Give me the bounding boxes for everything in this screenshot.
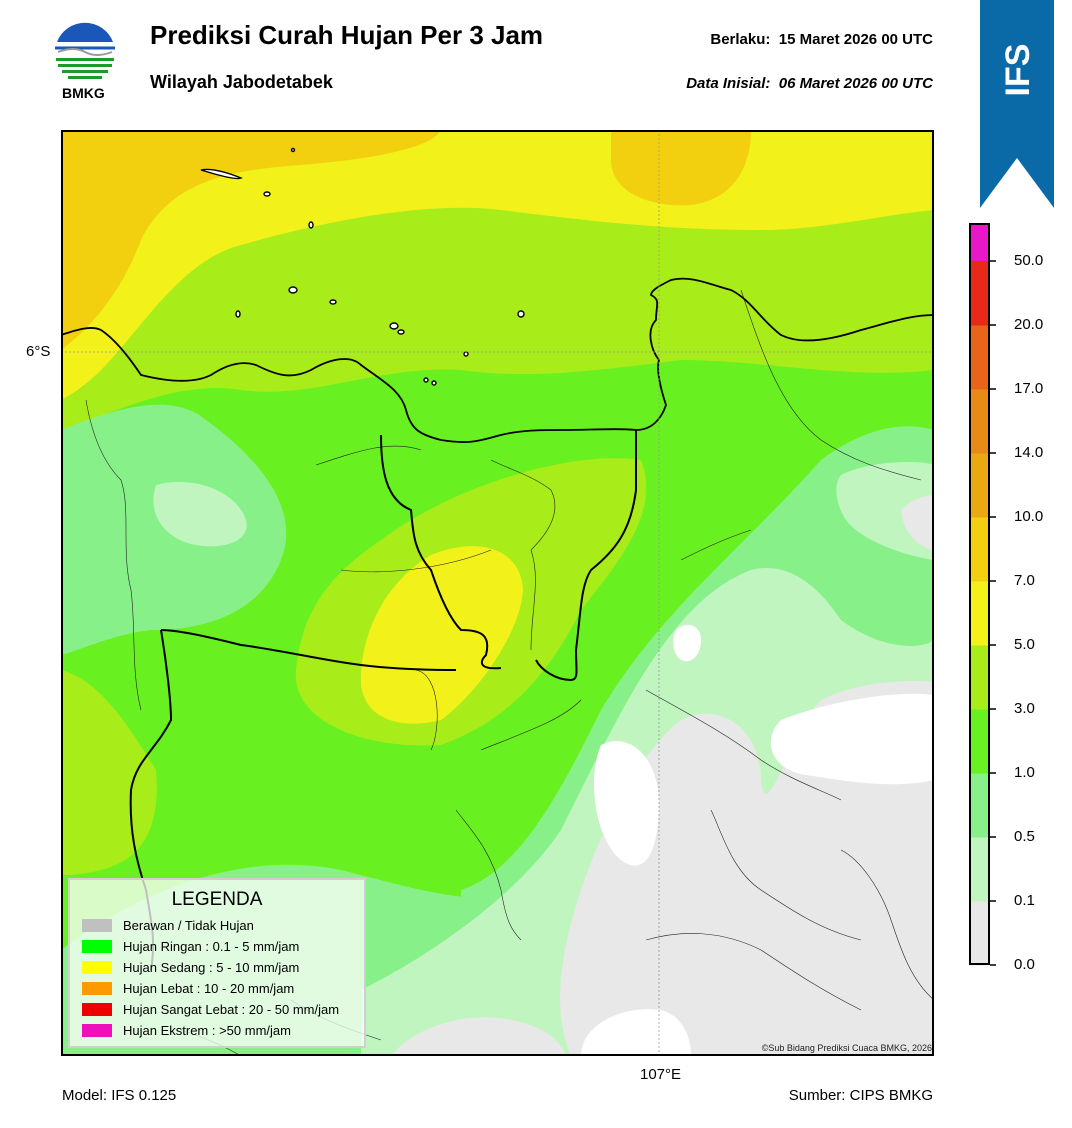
- model-label: Model: IFS 0.125: [62, 1087, 177, 1104]
- valid-value: 15 Maret 2026 00 UTC: [778, 31, 933, 48]
- colorbar-tick-label: 0.1: [1014, 892, 1035, 909]
- legend-swatch: [82, 1002, 112, 1016]
- init-date-row: Data Inisial: 06 Maret 2026 00 UTC: [686, 75, 933, 92]
- thousand-islands: [200, 147, 525, 386]
- init-label: Data Inisial:: [686, 75, 771, 92]
- legend-swatch: [82, 960, 112, 974]
- legend-title: LEGENDA: [171, 889, 263, 910]
- legend-swatch: [82, 939, 112, 953]
- logo-text: BMKG: [62, 85, 105, 101]
- colorbar-tick-label: 7.0: [1014, 572, 1035, 589]
- rain-zone-7-10-nw: [61, 130, 441, 350]
- bmkg-logo: [54, 20, 116, 84]
- colorbar-tick-label: 5.0: [1014, 636, 1035, 653]
- colorbar-tick-label: 1.0: [1014, 764, 1035, 781]
- colorbar-segment: [969, 901, 990, 966]
- source-label: Sumber: CIPS BMKG: [788, 1087, 933, 1104]
- legend-label: Hujan Ringan : 0.1 - 5 mm/jam: [123, 938, 300, 954]
- legend-swatch: [82, 918, 112, 932]
- colorbar-segment: [969, 517, 990, 582]
- colorbar-segment: [969, 773, 990, 838]
- valid-label: Berlaku:: [710, 31, 771, 48]
- map-copyright: ©Sub Bidang Prediksi Cuaca BMKG, 2026: [761, 1043, 932, 1053]
- page-subtitle: Wilayah Jabodetabek: [150, 72, 333, 92]
- colorbar: [969, 223, 996, 966]
- colorbar-tick-label: 10.0: [1014, 508, 1044, 525]
- longitude-tick-label: 107°E: [640, 1066, 682, 1083]
- no-rain-patch-3: [581, 1009, 691, 1056]
- colorbar-tick-label: 0.5: [1014, 828, 1035, 845]
- rain-zone-7-10-nc: [611, 130, 751, 206]
- bmkg-logo-icon: [55, 20, 115, 80]
- legend-item-cloudy: Berawan / Tidak Hujan: [82, 915, 254, 935]
- legend-item-light-rain: Hujan Ringan : 0.1 - 5 mm/jam: [82, 936, 299, 956]
- colorbar-tick-label: 3.0: [1014, 700, 1035, 717]
- colorbar-segment: [969, 453, 990, 518]
- legend-item-extreme-rain: Hujan Ekstrem : >50 mm/jam: [82, 1020, 291, 1040]
- admin-boundaries: [85, 289, 934, 1056]
- rainfall-map: [61, 130, 934, 1056]
- colorbar-segment: [969, 261, 990, 326]
- badge-text: IFS: [999, 44, 1037, 97]
- no-rain-patch-2: [770, 693, 934, 785]
- rain-zone-5-7-ne: [891, 130, 934, 210]
- legend-item-heavy-rain: Hujan Lebat : 10 - 20 mm/jam: [82, 978, 294, 998]
- legend-label: Hujan Sangat Lebat : 20 - 50 mm/jam: [123, 1001, 340, 1017]
- rain-zone-0-0.1-east: [901, 495, 934, 550]
- rain-zone-0.1-0.5-east: [836, 462, 934, 560]
- rain-zone-0-0.1-south: [391, 1017, 566, 1056]
- colorbar-segment: [969, 325, 990, 390]
- colorbar-tick-label: 17.0: [1014, 380, 1044, 397]
- rain-zone-0.1-0.5-west: [153, 481, 247, 547]
- colorbar-segment: [969, 581, 990, 646]
- legend-item-moderate-rain: Hujan Sedang : 5 - 10 mm/jam: [82, 957, 299, 977]
- colorbar-segment-extreme: [969, 223, 990, 261]
- valid-date-row: Berlaku: 15 Maret 2026 00 UTC: [710, 31, 933, 48]
- colorbar-tick-label: 50.0: [1014, 252, 1044, 269]
- init-value: 06 Maret 2026 00 UTC: [778, 75, 933, 92]
- legend-label: Berawan / Tidak Hujan: [123, 917, 254, 933]
- no-rain-patch-1: [593, 741, 660, 866]
- colorbar-segment: [969, 645, 990, 710]
- legend-label: Hujan Sedang : 5 - 10 mm/jam: [123, 959, 300, 975]
- badge-ribbon: [980, 0, 1054, 208]
- map-legend: LEGENDA Berawan / Tidak Hujan Hujan Ring…: [68, 878, 366, 1048]
- colorbar-border: [969, 223, 990, 965]
- colorbar-segment: [969, 709, 990, 774]
- legend-label: Hujan Lebat : 10 - 20 mm/jam: [123, 980, 295, 996]
- legend-label: Hujan Ekstrem : >50 mm/jam: [123, 1022, 291, 1038]
- map-border: [61, 130, 934, 1056]
- rain-zone-5-7-center: [360, 546, 523, 724]
- colorbar-tick-label: 14.0: [1014, 444, 1044, 461]
- no-rain-patch-4: [673, 624, 701, 662]
- latitude-tick-label: 6°S: [26, 343, 51, 360]
- legend-item-very-heavy-rain: Hujan Sangat Lebat : 20 - 50 mm/jam: [82, 999, 339, 1019]
- page-title: Prediksi Curah Hujan Per 3 Jam: [150, 20, 544, 50]
- colorbar-segment: [969, 389, 990, 454]
- rain-zone-3-5-west: [61, 670, 157, 875]
- legend-swatch: [82, 1023, 112, 1037]
- legend-swatch: [82, 981, 112, 995]
- colorbar-tick-label: 0.0: [1014, 956, 1035, 973]
- coastline: [61, 277, 934, 443]
- colorbar-segment: [969, 837, 990, 902]
- model-badge: IFS: [980, 0, 1054, 208]
- colorbar-tick-label: 20.0: [1014, 316, 1044, 333]
